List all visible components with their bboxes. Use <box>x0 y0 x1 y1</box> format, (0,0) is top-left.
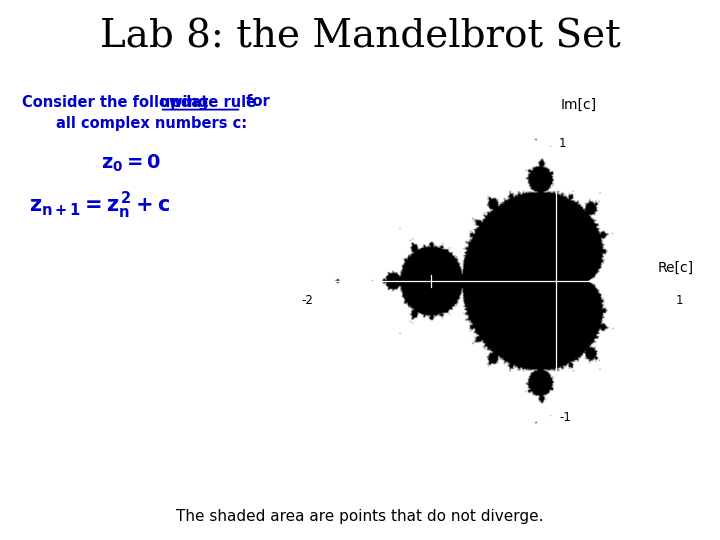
Text: $\mathbf{z_{n+1} = z_n^{\,2} + c}$: $\mathbf{z_{n+1} = z_n^{\,2} + c}$ <box>29 190 170 221</box>
Text: update rule: update rule <box>160 94 256 110</box>
Text: Re[c]: Re[c] <box>658 261 694 275</box>
Text: The shaded area are points that do not diverge.: The shaded area are points that do not d… <box>176 509 544 524</box>
Text: -1: -1 <box>559 411 571 424</box>
Text: Im[c]: Im[c] <box>561 97 597 111</box>
Text: for: for <box>241 94 270 110</box>
Text: Consider the following: Consider the following <box>22 94 213 110</box>
Text: 1: 1 <box>559 137 567 150</box>
Text: -1: -1 <box>426 294 437 307</box>
Text: -2: -2 <box>301 294 313 307</box>
Text: all complex numbers c:: all complex numbers c: <box>56 116 247 131</box>
Text: 1: 1 <box>676 294 683 307</box>
Text: $\mathbf{z_0 = 0}$: $\mathbf{z_0 = 0}$ <box>101 152 161 173</box>
Text: Lab 8: the Mandelbrot Set: Lab 8: the Mandelbrot Set <box>99 19 621 56</box>
